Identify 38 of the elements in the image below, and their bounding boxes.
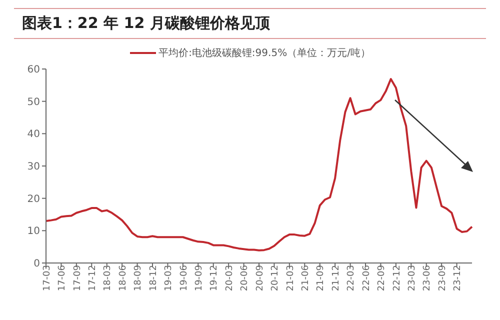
x-tick-label: 19-06 <box>179 264 190 292</box>
y-tick-label: 40 <box>27 129 40 140</box>
y-tick-label: 30 <box>27 162 40 173</box>
x-tick-label: 22-03 <box>346 265 357 292</box>
x-tick-label: 23-12 <box>453 265 464 292</box>
x-tick-label: 18-12 <box>148 265 159 292</box>
line-series <box>45 78 473 252</box>
legend-label: 平均价:电池级碳酸锂:99.5%（单位：万元/吨） <box>158 46 370 60</box>
y-tick-label: 20 <box>27 194 40 205</box>
x-tick-label: 20-09 <box>255 264 266 292</box>
x-tick-label: 18-06 <box>118 264 128 292</box>
x-tick-label: 17-03 <box>42 265 52 292</box>
x-tick-label: 22-09 <box>377 264 388 292</box>
chart-title: 图表1：22 年 12 月碳酸锂价格见顶 <box>14 8 486 39</box>
x-tick-label: 21-03 <box>286 265 296 292</box>
x-tick-label: 17-06 <box>58 264 68 292</box>
x-tick-label: 23-06 <box>422 264 433 292</box>
y-tick-label: 60 <box>27 64 40 76</box>
x-tick-label: 22-06 <box>362 264 372 292</box>
x-tick-label: 23-09 <box>438 264 448 292</box>
y-tick-label: 0 <box>34 258 40 270</box>
x-tick-label: 18-09 <box>134 264 144 292</box>
y-tick-label: 10 <box>27 226 40 238</box>
x-tick-label: 20-12 <box>270 265 281 292</box>
x-tick-label: 20-06 <box>240 264 250 292</box>
x-tick-label: 19-12 <box>210 265 220 292</box>
x-tick-label: 21-12 <box>331 265 342 292</box>
x-tick-label: 21-06 <box>301 264 312 292</box>
x-tick-label: 17-12 <box>88 265 98 292</box>
x-tick-label: 19-03 <box>164 265 174 292</box>
y-tick-label: 50 <box>27 96 40 108</box>
x-tick-label: 21-09 <box>316 264 326 292</box>
x-tick-label: 20-03 <box>224 265 235 292</box>
x-tick-label: 18-03 <box>103 265 114 292</box>
x-tick-label: 17-09 <box>72 264 83 292</box>
x-tick-label: 23-03 <box>408 265 418 292</box>
x-tick-label: 19-09 <box>194 264 205 292</box>
x-tick-label: 22-12 <box>392 265 402 292</box>
